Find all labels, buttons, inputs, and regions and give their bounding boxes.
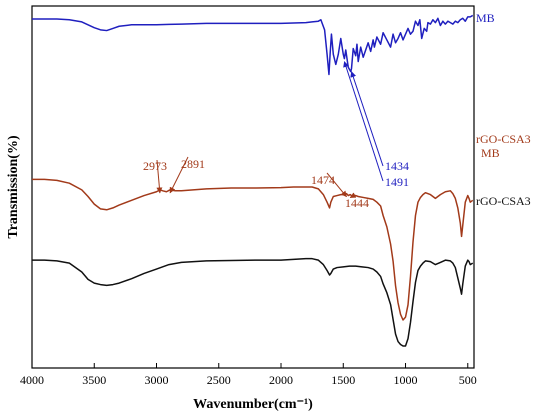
series-line-1	[32, 178, 474, 321]
annotation-arrow	[156, 159, 163, 194]
annotation-label: 2891	[181, 157, 205, 171]
plot-frame	[31, 5, 475, 369]
series-label: MB	[481, 146, 500, 160]
annotation-label: 1434	[385, 159, 409, 173]
x-axis-title: Wavenumber(cm⁻¹)	[193, 397, 313, 412]
x-tick-label: 1000	[394, 373, 418, 387]
x-tick-label: 2500	[207, 373, 231, 387]
x-axis-ticks: 4000 3500 3000 2500 2000 1500 1000 500	[20, 363, 477, 387]
x-tick-label: 1500	[331, 373, 355, 387]
annotation-label: 2973	[143, 159, 167, 173]
x-tick-label: 500	[459, 373, 477, 387]
annotation-arrow	[326, 172, 347, 198]
series-line-2	[32, 257, 474, 347]
y-axis-title: Transmission(%)	[6, 135, 21, 239]
annotation-arrow	[343, 61, 384, 182]
annotation-label: 1491	[385, 175, 409, 189]
peak-annotations: 2973 2891 1474 1444 1434 1491	[143, 61, 409, 210]
series-label: rGO-CSA3	[476, 132, 531, 146]
annotation-label: 1444	[345, 196, 369, 210]
x-tick-label: 4000	[20, 373, 44, 387]
x-tick-label: 3000	[145, 373, 169, 387]
series-line-0	[32, 14, 474, 76]
series-label: rGO-CSA3	[476, 194, 531, 208]
series-label: MB	[476, 11, 495, 25]
annotation-arrow	[169, 156, 189, 194]
annotation-label: 1474	[311, 173, 335, 187]
x-tick-label: 2000	[269, 373, 293, 387]
x-tick-label: 3500	[82, 373, 106, 387]
annotation-arrow	[349, 192, 357, 199]
annotation-arrow	[350, 71, 384, 167]
